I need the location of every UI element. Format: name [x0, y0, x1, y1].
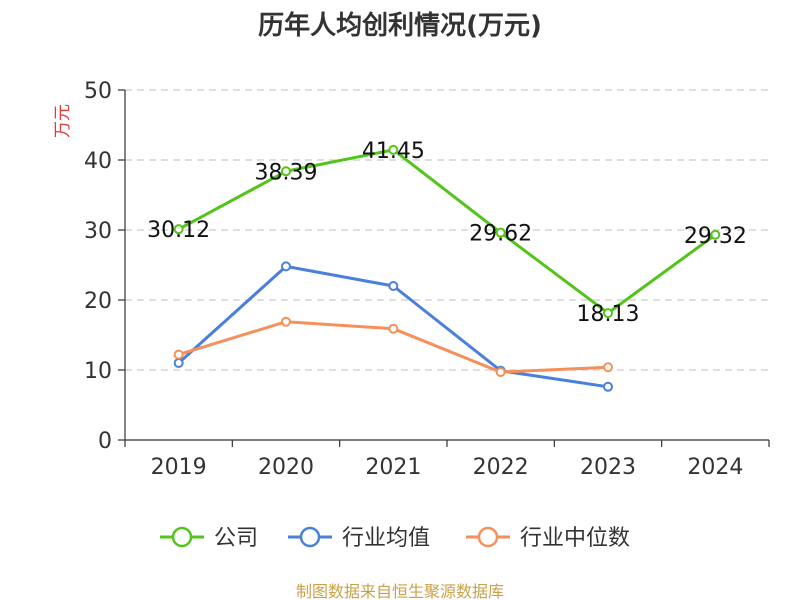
data-point[interactable] [281, 316, 291, 327]
chart-title: 历年人均创利情况(万元) [258, 10, 542, 41]
y-axis: 0 10 20 30 40 50 [84, 79, 126, 454]
data-point[interactable] [495, 227, 506, 238]
data-point[interactable] [603, 308, 613, 319]
legend-item[interactable]: 行业中位数 [466, 526, 630, 551]
data-labels: 30.12 38.39 41.45 29.62 18.13 29.32 [147, 139, 747, 327]
data-point[interactable] [173, 349, 184, 360]
data-label: 30.12 [147, 218, 210, 243]
data-point[interactable] [710, 229, 721, 240]
legend-marker [299, 526, 321, 548]
data-point[interactable] [281, 261, 291, 272]
legend-label: 行业中位数 [520, 526, 630, 551]
data-label: 18.13 [577, 302, 640, 327]
data-point[interactable] [388, 281, 399, 291]
y-tick-label: 50 [84, 79, 112, 104]
y-tick-label: 30 [84, 219, 112, 244]
data-point[interactable] [173, 224, 184, 235]
x-tick-label: 2023 [580, 455, 636, 480]
y-axis-unit-label: 万元 [53, 104, 73, 138]
x-tick-label: 2019 [151, 455, 207, 480]
x-axis: 2019 2020 2021 2022 2023 2024 [124, 439, 770, 480]
data-point[interactable] [495, 367, 506, 378]
y-tick-label: 0 [98, 429, 112, 454]
y-tick-label: 10 [84, 359, 112, 384]
data-point[interactable] [603, 362, 613, 373]
legend-item[interactable]: 行业均值 [288, 526, 430, 551]
legend-marker [171, 526, 193, 548]
x-tick-label: 2024 [687, 455, 743, 480]
data-label: 29.62 [469, 222, 532, 247]
data-point[interactable] [603, 381, 613, 392]
legend[interactable]: 公司 行业均值 行业中位数 [160, 526, 630, 551]
data-label: 41.45 [362, 139, 425, 164]
x-tick-label: 2020 [258, 455, 314, 480]
legend-label: 行业均值 [342, 526, 430, 551]
legend-item[interactable]: 公司 [160, 526, 258, 551]
source-note: 制图数据来自恒生聚源数据库 [296, 582, 504, 600]
data-label: 29.32 [684, 224, 747, 249]
y-tick-label: 40 [84, 149, 112, 174]
x-tick-label: 2022 [473, 455, 529, 480]
y-tick-label: 20 [84, 289, 112, 314]
data-point[interactable] [388, 323, 399, 334]
legend-marker [477, 526, 499, 548]
data-label: 38.39 [255, 160, 318, 185]
legend-label: 公司 [214, 526, 258, 551]
data-point[interactable] [173, 358, 184, 368]
data-point[interactable] [388, 144, 399, 155]
series-line [177, 148, 717, 315]
data-point[interactable] [281, 166, 291, 177]
x-tick-label: 2021 [365, 455, 421, 480]
series-lines [173, 144, 721, 392]
